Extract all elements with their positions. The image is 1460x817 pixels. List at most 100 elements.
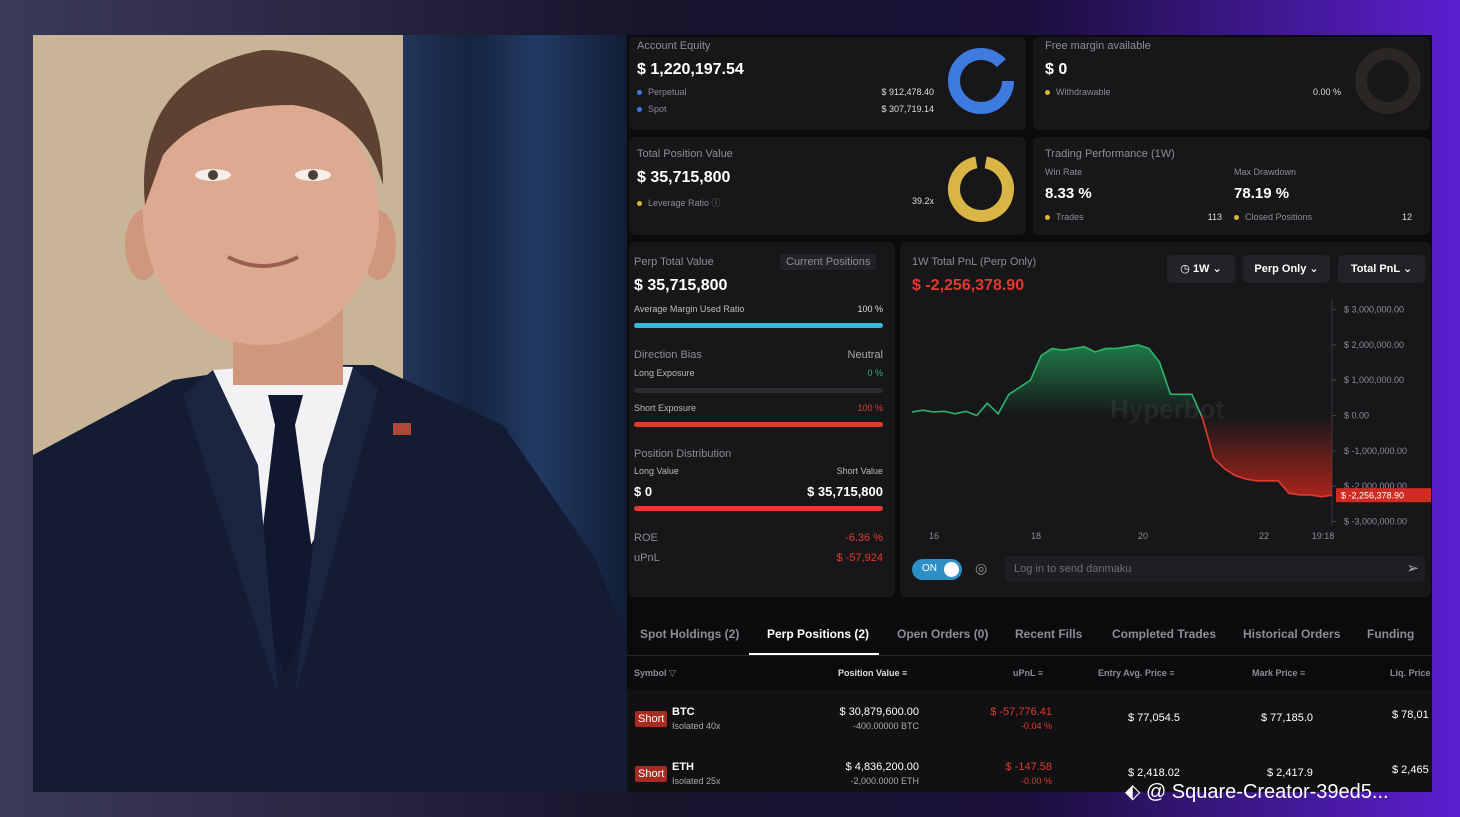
label: Max Drawdown	[1234, 167, 1297, 177]
scope-select[interactable]: Perp Only ⌄	[1243, 255, 1330, 283]
entry-price: $ 2,418.02	[1128, 767, 1180, 779]
progress-bar	[634, 506, 883, 511]
tab[interactable]: Open Orders (0)	[897, 627, 989, 641]
label: Average Margin Used Ratio	[634, 304, 745, 314]
side-tag: Short	[635, 766, 668, 782]
column-header[interactable]: Position Value ≡	[838, 668, 908, 678]
table-body	[627, 690, 1432, 792]
text: 1W	[1192, 263, 1210, 275]
chart-title: 1W Total PnL (Perp Only)	[912, 256, 1037, 268]
watermark: ⬖ @ Square-Creator-39ed5...	[1125, 781, 1389, 803]
tab[interactable]: Completed Trades	[1112, 627, 1217, 641]
margin-mode: Isolated 25x	[672, 776, 721, 786]
mark-price: $ 77,185.0	[1261, 712, 1313, 724]
current-label: $ -2,256,378.90	[1341, 491, 1404, 501]
column-header[interactable]: Mark Price ≡	[1252, 668, 1306, 678]
pnl-chart: Hyperbot$ 3,000,000.00$ 2,000,000.00$ 1,…	[911, 299, 1431, 541]
pnl-panel	[900, 242, 1431, 597]
x-tick-label: 20	[1138, 531, 1148, 541]
label: Direction Bias	[634, 349, 702, 361]
x-tick-label: 19:18	[1312, 531, 1335, 541]
value: 100 %	[857, 304, 883, 314]
performance-card	[1033, 137, 1430, 235]
column-header[interactable]: uPnL ≡	[1013, 668, 1044, 678]
column-header[interactable]: Symbol ▽	[634, 668, 676, 678]
item-name: Spot	[637, 104, 667, 114]
range-select[interactable]: ◷ 1W ⌄	[1167, 255, 1235, 283]
text: @ Square-Creator-39ed5...	[1145, 781, 1389, 803]
margin-mode: Isolated 40x	[672, 721, 721, 731]
photo	[33, 35, 627, 792]
mark-price: $ 2,417.9	[1267, 767, 1313, 779]
item-value: $ 912,478.40	[881, 87, 934, 97]
text: Total PnL	[1350, 263, 1400, 275]
text: Closed Positions	[1245, 212, 1313, 222]
item-name: Trades	[1045, 212, 1084, 222]
tab[interactable]: Recent Fills	[1015, 627, 1083, 641]
value: $ 0	[634, 484, 653, 499]
y-tick-label: $ 0.00	[1344, 411, 1369, 421]
label: Short Exposure	[634, 403, 697, 413]
item-value: 12	[1401, 212, 1412, 222]
value: 100 %	[857, 403, 883, 413]
send-icon[interactable]: ➢	[1406, 560, 1419, 577]
current-marker	[1336, 488, 1431, 503]
text: Mark Price	[1252, 668, 1298, 678]
size: -2,000.0000 ETH	[850, 776, 919, 786]
upnl-pct: -0.04 %	[1020, 721, 1052, 731]
item-name: Perpetual	[637, 87, 687, 97]
tab[interactable]: Funding	[1367, 627, 1415, 641]
size: -400.00000 BTC	[852, 721, 919, 731]
metric-select[interactable]: Total PnL ⌄	[1338, 255, 1425, 283]
value: $ 35,715,800	[634, 277, 728, 294]
label: Total Position Value	[637, 148, 733, 160]
toggle[interactable]: ON	[912, 559, 962, 580]
label: Trading Performance (1W)	[1045, 148, 1175, 160]
current-positions-button[interactable]: Current Positions	[780, 254, 877, 270]
tab-divider	[627, 655, 1432, 656]
column-header[interactable]: Entry Avg. Price ≡	[1098, 668, 1175, 678]
item-name: Leverage Ratio ⓘ	[637, 196, 721, 209]
symbol: ETH	[672, 761, 694, 773]
label: Perp Total Value	[634, 256, 714, 268]
text: Trades	[1056, 212, 1084, 222]
placeholder: Log in to send danmaku	[1014, 563, 1132, 575]
tab-underline	[749, 653, 879, 655]
text: uPnL	[1013, 668, 1036, 678]
item-value: $ 307,719.14	[881, 104, 934, 114]
x-tick-label: 16	[929, 531, 939, 541]
value: 8.33 %	[1045, 185, 1092, 202]
value: 78.19 %	[1234, 185, 1290, 202]
value: $ 0	[1045, 61, 1068, 78]
value: 0 %	[867, 368, 883, 378]
label: ROE	[634, 532, 658, 544]
label: Free margin available	[1045, 40, 1151, 52]
text: Symbol	[634, 668, 667, 678]
y-tick-label: $ -1,000,000.00	[1344, 446, 1407, 456]
label: Short Value	[836, 466, 883, 476]
donut	[948, 48, 1014, 114]
x-tick-label: 22	[1259, 531, 1269, 541]
tab[interactable]: Spot Holdings (2)	[640, 627, 740, 641]
tab-active[interactable]: Perp Positions (2)	[767, 627, 870, 641]
y-tick-label: $ -3,000,000.00	[1344, 516, 1407, 526]
chat-input[interactable]: Log in to send danmaku ➢	[1005, 556, 1425, 582]
y-tick-label: $ -2,000,000.00	[1344, 481, 1407, 491]
current-pnl: $ -2,256,378.90	[912, 277, 1025, 294]
liq-price: $ 2,465	[1392, 764, 1429, 776]
settings-icon[interactable]: ◎	[975, 560, 988, 576]
pnl-line	[911, 344, 1333, 498]
y-tick-label: $ 1,000,000.00	[1344, 375, 1404, 385]
donut	[948, 156, 1014, 222]
text: Spot	[648, 104, 667, 114]
perp-panel	[629, 242, 895, 597]
text: Withdrawable	[1056, 87, 1111, 97]
label: uPnL	[634, 552, 660, 564]
value: $ 35,715,800	[637, 169, 731, 186]
item-value: 0.00 %	[1312, 87, 1341, 97]
column-header[interactable]: Liq. Price	[1390, 668, 1431, 678]
label: Position Distribution	[634, 448, 732, 460]
tab[interactable]: Historical Orders	[1243, 627, 1341, 641]
item-value: 113	[1207, 212, 1222, 222]
entry-price: $ 77,054.5	[1128, 712, 1180, 724]
